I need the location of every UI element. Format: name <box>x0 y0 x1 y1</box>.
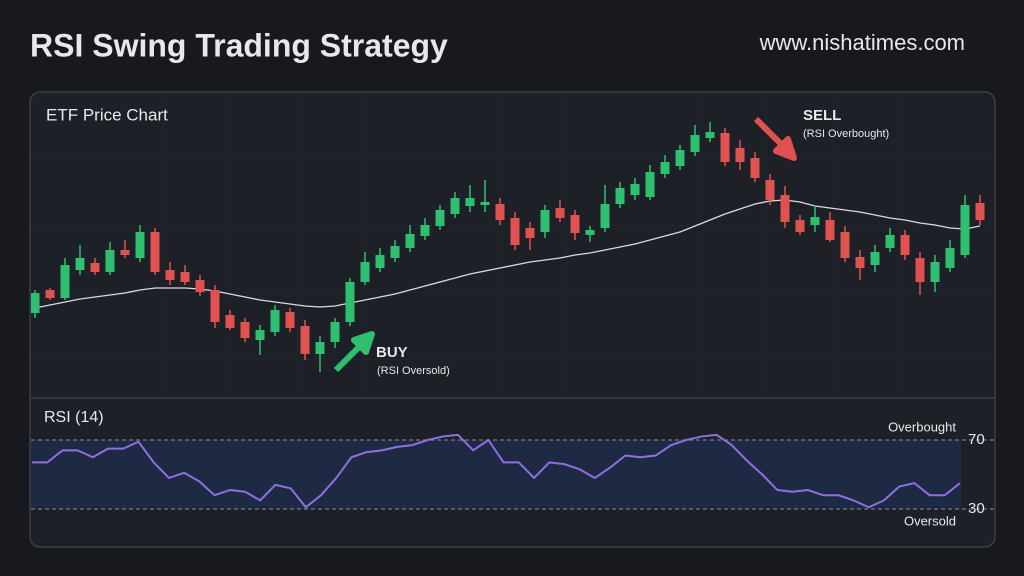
price-title: ETF Price Chart <box>46 105 168 124</box>
candle-body <box>105 250 115 272</box>
candle-body <box>855 257 865 268</box>
candle-body <box>405 234 415 248</box>
moving-average <box>34 199 981 309</box>
candle-body <box>765 180 775 200</box>
candle-body <box>660 162 670 174</box>
candle-body <box>225 315 235 328</box>
candle-body <box>435 210 445 226</box>
candle-body <box>150 232 160 272</box>
candle-body <box>885 235 895 248</box>
candle-body <box>615 188 625 204</box>
candle-body <box>705 132 715 138</box>
candle-body <box>945 248 955 268</box>
candle-body <box>690 135 700 152</box>
candle-body <box>165 270 175 280</box>
sell-label: SELL <box>803 107 841 124</box>
candle-body <box>975 203 985 220</box>
candle-body <box>315 342 325 354</box>
candle-body <box>450 198 460 214</box>
candle-body <box>825 220 835 240</box>
candle-body <box>285 312 295 328</box>
sell-sublabel: (RSI Overbought) <box>803 128 889 140</box>
website: www.nishatimes.com <box>759 30 965 55</box>
candle-body <box>915 258 925 282</box>
candle-body <box>870 252 880 265</box>
candle-body <box>780 195 790 222</box>
sell-annotation: SELL (RSI Overbought) <box>753 107 889 161</box>
buy-label: BUY <box>376 344 408 361</box>
candle-body <box>300 326 310 354</box>
rsi-plot: 30 70 Overbought Oversold <box>31 419 994 528</box>
y-tick-label: 70 <box>968 431 985 448</box>
buy-arrow <box>333 331 375 373</box>
overbought-label: Overbought <box>888 419 956 434</box>
candle-body <box>60 265 70 298</box>
candle-body <box>270 310 280 332</box>
candle-body <box>90 263 100 272</box>
candle-body <box>120 250 130 255</box>
candle-body <box>465 198 475 206</box>
candle-body <box>585 230 595 235</box>
candle-body <box>345 282 355 322</box>
candle-body <box>330 322 340 342</box>
candle-body <box>675 150 685 166</box>
candle-body <box>795 220 805 232</box>
candle-body <box>570 215 580 233</box>
candle-body <box>480 202 490 205</box>
price-plot <box>31 122 985 372</box>
candle-body <box>360 262 370 282</box>
candle-body <box>840 232 850 258</box>
candle-body <box>135 232 145 258</box>
page-title: RSI Swing Trading Strategy <box>30 27 448 63</box>
candle-body <box>420 225 430 236</box>
candle-body <box>555 208 565 218</box>
candle-body <box>390 246 400 258</box>
candle-body <box>45 290 55 298</box>
rsi-line <box>32 433 961 509</box>
candle-body <box>510 218 520 245</box>
buy-annotation: BUY (RSI Oversold) <box>333 331 450 377</box>
oversold-label: Oversold <box>904 513 956 528</box>
candle-body <box>210 290 220 322</box>
candle-body <box>540 210 550 232</box>
candle-body <box>525 228 535 238</box>
y-tick-label: 30 <box>968 500 985 517</box>
candle-body <box>75 258 85 270</box>
candle-body <box>810 217 820 225</box>
sell-arrow <box>753 116 797 161</box>
candle-body <box>735 148 745 162</box>
candle-body <box>255 330 265 340</box>
rsi-title: RSI (14) <box>44 409 104 426</box>
candle-body <box>750 158 760 178</box>
candle-body <box>375 255 385 268</box>
candle-body <box>900 235 910 255</box>
candle-body <box>195 280 205 292</box>
price-grid <box>31 93 994 398</box>
candle-body <box>960 205 970 255</box>
candle-body <box>31 293 40 313</box>
candle-body <box>495 204 505 220</box>
candle-body <box>600 204 610 228</box>
candle-body <box>720 133 730 162</box>
buy-sublabel: (RSI Oversold) <box>377 365 450 377</box>
candle-body <box>630 184 640 195</box>
candle-body <box>930 262 940 282</box>
candle-body <box>645 172 655 197</box>
candle-body <box>240 322 250 338</box>
candle-body <box>180 272 190 282</box>
